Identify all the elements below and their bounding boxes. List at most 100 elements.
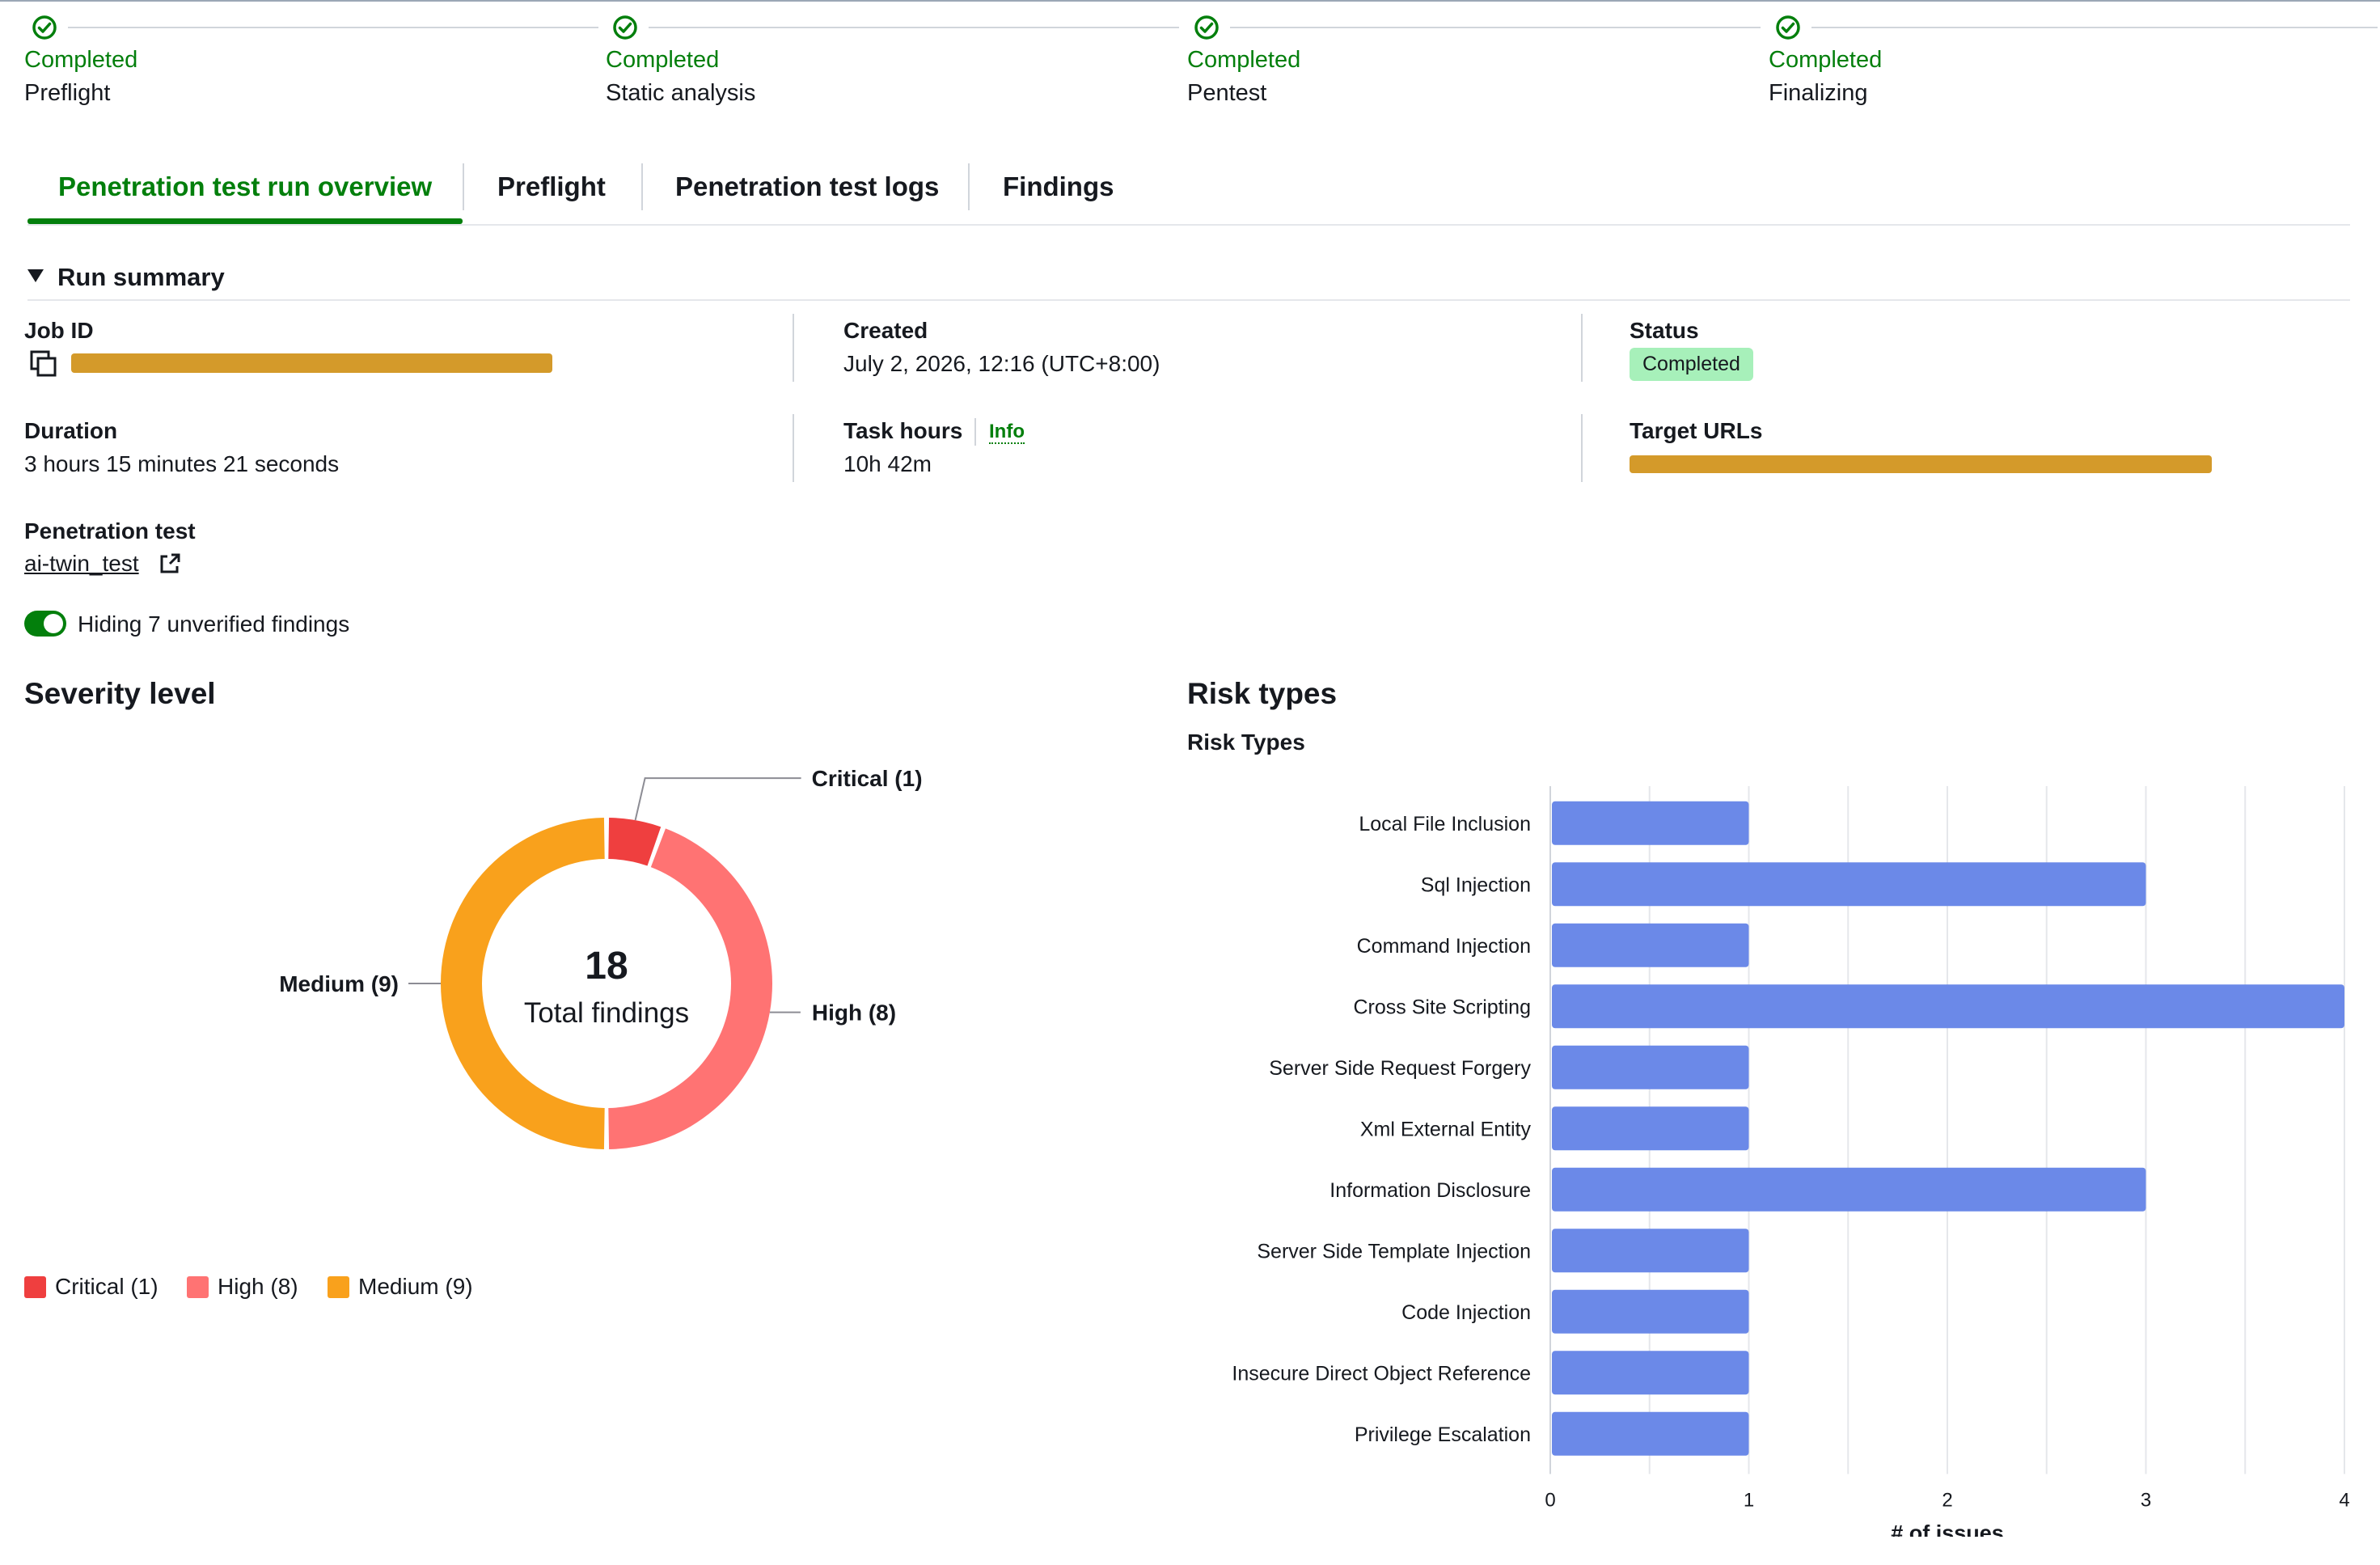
donut-total-label: Total findings <box>524 997 689 1029</box>
step-status: Completed <box>1769 47 1883 73</box>
callout-label-medium: Medium (9) <box>279 971 399 996</box>
redacted-target-url <box>1630 455 2212 473</box>
category-label-information-disclosure: Information Disclosure <box>1330 1179 1531 1202</box>
legend-swatch-critical <box>24 1275 46 1298</box>
step-status: Completed <box>606 47 720 73</box>
step-connector <box>68 27 598 28</box>
step-connector <box>649 27 1179 28</box>
bar-server-side-template-injection[interactable] <box>1552 1229 1749 1273</box>
column-divider <box>1581 414 1583 482</box>
legend-item-medium[interactable]: Medium (9) <box>328 1274 473 1300</box>
x-tick-label: 3 <box>2141 1490 2151 1512</box>
job-id-label: Job ID <box>24 318 94 343</box>
severity-donut-chart: 18 Total findings Critical (1) High (8) Medi… <box>279 766 923 1149</box>
bar-local-file-inclusion[interactable] <box>1552 801 1749 845</box>
bar-sql-injection[interactable] <box>1552 862 2146 907</box>
check-circle-icon <box>613 15 637 40</box>
tab-findings[interactable]: Findings <box>1003 171 1114 201</box>
task-hours-label: Task hours <box>843 418 963 443</box>
section-divider <box>27 299 2350 301</box>
legend-label-medium: Medium (9) <box>358 1274 473 1299</box>
caret-down-icon[interactable] <box>26 268 45 284</box>
redacted-job-id <box>71 353 552 373</box>
active-tab-indicator <box>27 218 463 224</box>
tab-divider <box>968 163 970 210</box>
risk-types-heading: Risk types <box>1187 677 1338 710</box>
tab-divider <box>463 163 464 210</box>
copy-icon[interactable] <box>29 349 58 379</box>
duration-label: Duration <box>24 418 118 443</box>
donut-slice-medium[interactable] <box>441 818 605 1149</box>
bar-insecure-direct-object-reference[interactable] <box>1552 1351 1749 1395</box>
category-label-xml-external-entity: Xml External Entity <box>1360 1118 1532 1140</box>
category-label-local-file-inclusion: Local File Inclusion <box>1359 813 1531 835</box>
run-summary-heading[interactable]: Run summary <box>57 263 225 291</box>
column-divider <box>1581 314 1583 382</box>
top-border <box>0 0 2380 2</box>
info-link[interactable]: Info <box>989 421 1025 445</box>
step-connector <box>1230 27 1761 28</box>
donut-total-value: 18 <box>585 945 628 988</box>
x-tick-label: 0 <box>1545 1490 1555 1512</box>
status-label: Status <box>1630 318 1699 343</box>
step-name-static-analysis: Static analysis <box>606 80 756 106</box>
legend-item-critical[interactable]: Critical (1) <box>24 1274 159 1300</box>
task-hours-value: 10h 42m <box>843 451 932 476</box>
bar-code-injection[interactable] <box>1552 1289 1749 1334</box>
target-urls-label: Target URLs <box>1630 418 1763 443</box>
legend-swatch-high <box>187 1275 209 1298</box>
donut-slice-high[interactable] <box>608 828 772 1149</box>
bar-command-injection[interactable] <box>1552 923 1749 967</box>
x-tick-label: 1 <box>1744 1490 1754 1512</box>
step-status: Completed <box>1187 47 1301 73</box>
risk-types-bar-chart: Local File Inclusion Sql Injection Command… <box>1232 786 2350 1538</box>
step-name-pentest: Pentest <box>1187 80 1267 106</box>
category-label-command-injection: Command Injection <box>1357 935 1531 958</box>
legend-swatch-medium <box>328 1275 349 1298</box>
external-link-icon[interactable] <box>158 552 182 576</box>
bar-xml-external-entity[interactable] <box>1552 1106 1749 1151</box>
penetration-test-link[interactable]: ai-twin_test <box>24 551 139 576</box>
check-circle-icon <box>1194 15 1219 40</box>
risk-types-subheading: Risk Types <box>1187 730 1305 755</box>
x-tick-label: 2 <box>1942 1490 1952 1512</box>
check-circle-icon <box>32 15 57 40</box>
step-name-finalizing: Finalizing <box>1769 80 1868 106</box>
bar-cross-site-scripting[interactable] <box>1552 984 2344 1029</box>
penetration-test-label: Penetration test <box>24 518 196 544</box>
category-label-insecure-direct-object-reference: Insecure Direct Object Reference <box>1232 1362 1531 1385</box>
legend-label-high: High (8) <box>218 1274 298 1299</box>
callout-line-critical <box>634 777 801 821</box>
tab-preflight[interactable]: Preflight <box>497 171 606 201</box>
tab-run-overview[interactable]: Penetration test run overview <box>58 171 433 201</box>
created-value: July 2, 2026, 12:16 (UTC+8:00) <box>843 351 1160 376</box>
created-label: Created <box>843 318 928 343</box>
check-circle-icon <box>1776 15 1800 40</box>
x-tick-label: 4 <box>2339 1490 2349 1512</box>
callout-label-critical: Critical (1) <box>812 766 923 791</box>
step-connector <box>1811 27 2378 28</box>
duration-value: 3 hours 15 minutes 21 seconds <box>24 451 340 476</box>
step-status: Completed <box>24 47 138 73</box>
column-divider <box>793 314 794 382</box>
category-label-code-injection: Code Injection <box>1401 1301 1531 1324</box>
bar-privilege-escalation[interactable] <box>1552 1411 1749 1456</box>
severity-heading: Severity level <box>24 677 216 710</box>
step-name-preflight: Preflight <box>24 80 111 106</box>
donut-slice-critical[interactable] <box>608 818 662 866</box>
tab-divider <box>641 163 643 210</box>
column-divider <box>793 414 794 482</box>
legend-label-critical: Critical (1) <box>55 1274 159 1299</box>
category-label-sql-injection: Sql Injection <box>1421 873 1531 896</box>
tab-penetration-test-logs[interactable]: Penetration test logs <box>675 171 940 201</box>
legend-item-high[interactable]: High (8) <box>187 1274 298 1300</box>
info-divider <box>974 418 976 446</box>
bar-information-disclosure[interactable] <box>1552 1167 2146 1212</box>
category-label-cross-site-scripting: Cross Site Scripting <box>1353 996 1531 1018</box>
category-label-privilege-escalation: Privilege Escalation <box>1355 1423 1531 1446</box>
unverified-findings-toggle[interactable] <box>24 611 66 637</box>
bar-server-side-request-forgery[interactable] <box>1552 1045 1749 1089</box>
category-label-server-side-request-forgery: Server Side Request Forgery <box>1269 1057 1531 1080</box>
status-badge: Completed <box>1630 348 1753 381</box>
x-axis-title: # of issues <box>1891 1521 2004 1538</box>
